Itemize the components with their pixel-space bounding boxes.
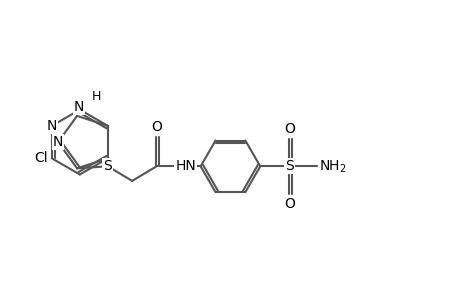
Text: H: H bbox=[92, 90, 101, 103]
Text: S: S bbox=[285, 159, 293, 173]
Text: HN: HN bbox=[175, 159, 196, 173]
Text: N: N bbox=[74, 100, 84, 114]
Text: O: O bbox=[151, 120, 162, 134]
Text: O: O bbox=[283, 122, 294, 136]
Text: Cl: Cl bbox=[34, 151, 48, 165]
Text: N: N bbox=[53, 135, 63, 149]
Text: O: O bbox=[283, 196, 294, 211]
Text: N: N bbox=[46, 119, 57, 133]
Text: NH$_2$: NH$_2$ bbox=[318, 158, 346, 175]
Text: S: S bbox=[103, 159, 112, 173]
